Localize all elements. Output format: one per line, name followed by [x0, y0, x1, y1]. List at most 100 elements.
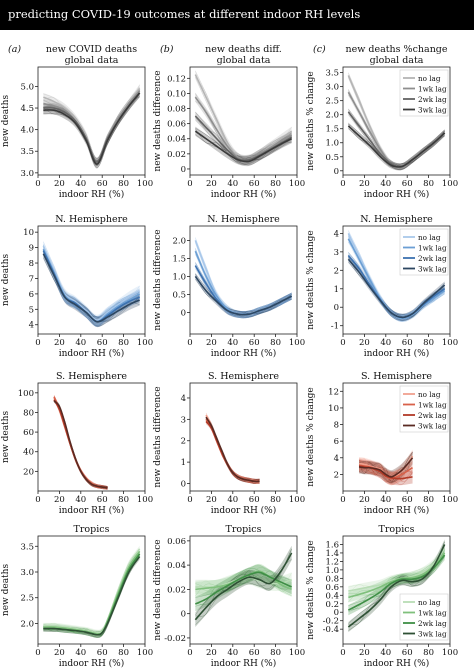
x-tick-label: 40: [227, 179, 238, 189]
y-tick-label: 0.04: [167, 561, 186, 571]
y-axis-label: new deaths difference: [153, 386, 163, 487]
panel-letter: (b): [160, 44, 174, 55]
x-tick-label: 80: [270, 648, 281, 658]
plot-area: [43, 545, 141, 638]
panel-letter: (c): [313, 44, 326, 55]
series-line: [347, 258, 446, 319]
y-tick-label: 1: [334, 285, 339, 295]
series-trace: [195, 570, 292, 596]
x-tick-label: 20: [206, 179, 217, 189]
y-tick-label: 10: [23, 228, 34, 238]
y-tick-label: 0.6: [325, 583, 339, 593]
series-trace: [358, 465, 413, 485]
chart-title: S. Hemisphere: [361, 371, 432, 382]
x-tick-label: 0: [187, 338, 192, 348]
y-tick-label: 0.06: [167, 120, 186, 130]
series-band: [195, 545, 292, 628]
y-tick-label: 3: [334, 248, 339, 258]
series-line: [194, 275, 293, 316]
y-axis-label: new deaths % change: [306, 230, 316, 330]
x-tick-label: 20: [359, 495, 370, 505]
x-axis-label: indoor RH (%): [211, 189, 277, 200]
plot-area: [43, 84, 141, 169]
chart-global-1: new deaths diff.global data (b) 0 20 40 60 80 1…: [153, 44, 305, 200]
y-axis-label: new deaths difference: [153, 229, 163, 330]
y-axis-label: new deaths % change: [306, 540, 316, 640]
x-tick-label: 60: [97, 179, 108, 189]
y-tick-label: 4: [334, 229, 339, 239]
x-tick-label: 0: [340, 648, 345, 658]
chart-title: N. Hemisphere: [207, 214, 280, 225]
chart-title: S. Hemisphere: [56, 371, 127, 382]
series-line: [43, 550, 141, 635]
legend-label: 3wk lag: [418, 421, 447, 430]
legend-label: 2wk lag: [418, 619, 447, 628]
y-tick-label: 4.5: [20, 104, 34, 114]
x-tick-label: 20: [54, 338, 65, 348]
y-tick-label: 0: [181, 480, 186, 490]
series-band: [54, 394, 108, 491]
y-tick-label: 10: [328, 404, 339, 414]
series-trace: [348, 556, 445, 610]
y-tick-label: 2.5: [325, 97, 339, 107]
x-tick-label: 40: [380, 495, 391, 505]
series-trace: [43, 551, 140, 631]
legend-label: 1wk lag: [418, 400, 447, 409]
x-tick-label: 20: [206, 495, 217, 505]
x-tick-label: 80: [423, 495, 434, 505]
x-tick-label: 0: [340, 338, 345, 348]
y-tick-label: 12: [328, 387, 339, 397]
y-tick-label: 0.4: [325, 591, 339, 601]
legend-label: 1wk lag: [418, 243, 447, 252]
x-tick-label: 80: [423, 338, 434, 348]
chart-title: Tropics: [74, 524, 110, 535]
x-tick-label: 0: [187, 179, 192, 189]
series-trace: [195, 115, 292, 157]
y-tick-label: 5: [29, 305, 34, 315]
series-trace: [43, 250, 140, 318]
x-tick-label: 80: [270, 495, 281, 505]
y-tick-label: 0.02: [167, 585, 186, 595]
y-tick-label: 0.5: [172, 290, 186, 300]
y-tick-label: -0.4: [323, 625, 339, 635]
series-trace: [195, 278, 292, 314]
axes-frame: [342, 225, 451, 335]
series-trace: [43, 552, 140, 633]
y-tick-label: 1.0: [325, 566, 339, 576]
x-tick-label: 100: [137, 648, 153, 658]
x-tick-label: 80: [118, 179, 129, 189]
y-tick-label: 0.08: [167, 105, 186, 115]
y-tick-label: -0.02: [164, 634, 186, 644]
x-tick-label: 80: [270, 338, 281, 348]
series-band: [43, 240, 140, 326]
y-tick-label: 8: [29, 259, 34, 269]
series-trace: [348, 128, 445, 167]
x-tick-label: 0: [35, 338, 40, 348]
plot-area: [347, 229, 446, 323]
x-tick-label: 80: [118, 648, 129, 658]
x-tick-label: 40: [227, 338, 238, 348]
y-axis-label: new deaths: [1, 95, 11, 148]
series-trace: [195, 564, 292, 596]
series-band: [43, 553, 140, 638]
plot-area: [347, 539, 446, 633]
series-band: [348, 539, 445, 633]
series-trace: [205, 421, 260, 483]
y-tick-label: 1.0: [172, 272, 186, 282]
y-tick-label: 1.6: [325, 540, 339, 550]
chart-title: N. Hemisphere: [360, 214, 433, 225]
y-tick-label: 0: [334, 167, 339, 177]
x-tick-label: 40: [380, 338, 391, 348]
chart-title: N. Hemisphere: [55, 214, 128, 225]
y-axis-label: new deaths difference: [153, 539, 163, 640]
legend-label: no lag: [418, 233, 441, 242]
y-tick-label: 2: [181, 437, 186, 447]
x-tick-label: 0: [340, 179, 345, 189]
chart-title: global data: [65, 55, 119, 66]
x-axis-label: indoor RH (%): [364, 505, 430, 516]
series-trace: [195, 134, 292, 161]
